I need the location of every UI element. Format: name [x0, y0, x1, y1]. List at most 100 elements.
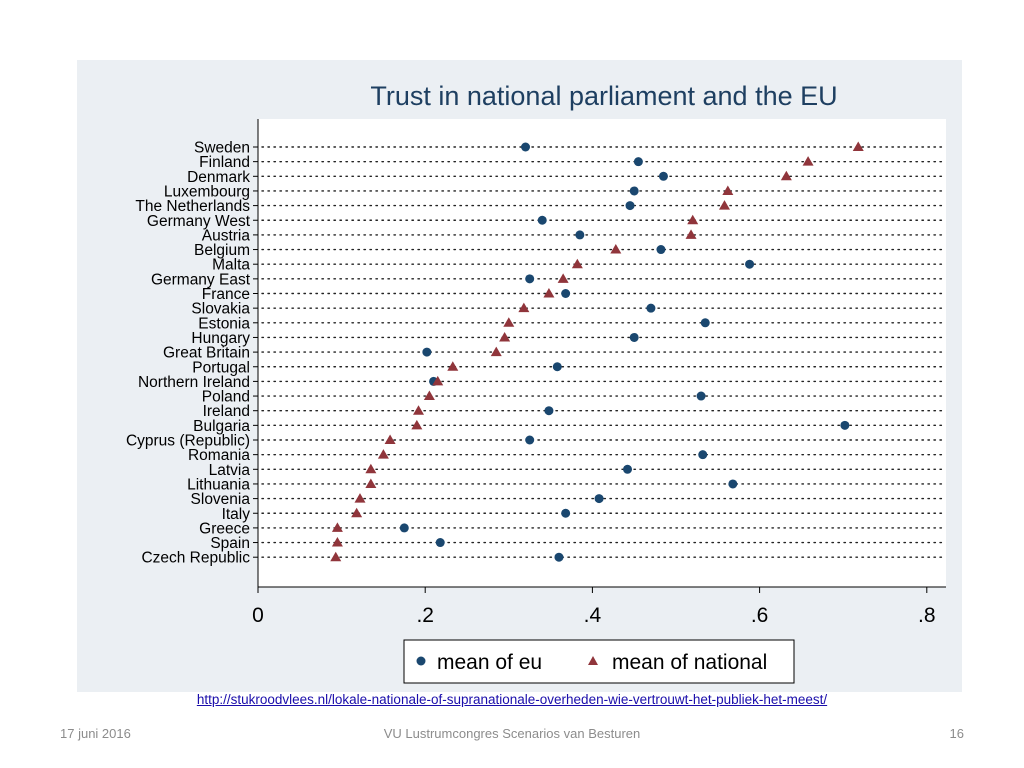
national-point	[557, 273, 569, 283]
country-label: Belgium	[194, 242, 250, 259]
national-point	[687, 214, 699, 225]
x-tick-label: .8	[918, 604, 936, 627]
eu-point	[658, 171, 668, 181]
data-marks	[330, 141, 864, 562]
country-label: Portugal	[192, 359, 250, 376]
country-label: Poland	[202, 389, 250, 406]
eu-point	[521, 142, 531, 152]
country-label: Latvia	[209, 462, 251, 479]
eu-point	[575, 230, 585, 240]
country-label: Slovenia	[191, 491, 251, 508]
country-label: Austria	[202, 227, 251, 244]
country-label: Estonia	[198, 315, 250, 332]
national-point	[354, 493, 366, 503]
x-tick-label: .6	[751, 604, 769, 627]
national-point	[432, 375, 444, 386]
national-point	[503, 317, 515, 327]
eu-point	[422, 347, 432, 357]
national-point	[802, 156, 814, 166]
country-label: Sweden	[194, 140, 250, 157]
country-label: The Netherlands	[135, 198, 250, 215]
x-tick-label: 0	[252, 604, 264, 627]
national-point	[518, 302, 530, 313]
country-label: Greece	[199, 520, 250, 537]
eu-point	[544, 406, 554, 416]
country-label: Northern Ireland	[138, 374, 250, 391]
country-label: Romania	[188, 447, 250, 464]
country-label: Luxembourg	[164, 183, 250, 200]
national-point	[365, 463, 377, 474]
country-label: Lithuania	[187, 476, 250, 493]
plot-area	[258, 119, 946, 587]
national-point	[365, 478, 377, 488]
legend: mean of eu mean of national	[403, 639, 795, 684]
x-tick-label: .2	[416, 604, 434, 627]
eu-point	[840, 420, 850, 430]
country-label: Germany West	[147, 213, 251, 230]
eu-point	[537, 215, 547, 225]
national-point	[351, 507, 363, 518]
eu-point	[561, 508, 571, 518]
eu-point	[629, 332, 639, 342]
national-point	[413, 405, 425, 415]
legend-box	[403, 639, 795, 684]
page-number: 16	[949, 726, 964, 741]
eu-point	[700, 318, 710, 328]
national-point	[571, 258, 583, 269]
footer-date: 17 juni 2016	[60, 726, 131, 741]
national-point	[331, 522, 343, 532]
eu-point	[696, 391, 706, 401]
country-label: Spain	[210, 535, 250, 552]
legend-national-marker	[588, 656, 598, 665]
country-label: Great Britain	[163, 345, 250, 362]
x-tick-label: .4	[584, 604, 602, 627]
eu-point	[646, 303, 656, 313]
eu-point	[625, 201, 635, 211]
country-label: Slovakia	[191, 301, 250, 318]
chart-title: Trust in national parliament and the EU	[370, 81, 837, 111]
national-point	[384, 434, 396, 444]
x-axis: 0 .2 .4 .6 .8	[252, 587, 936, 627]
legend-national-label: mean of national	[612, 651, 767, 674]
national-point	[543, 288, 555, 298]
footer-title: VU Lustrumcongres Scenarios van Besturen	[383, 726, 641, 741]
national-point	[490, 346, 502, 357]
national-point	[722, 185, 734, 195]
eu-point	[629, 186, 639, 196]
source-link[interactable]: http://stukroodvlees.nl/lokale-nationale…	[196, 692, 828, 707]
eu-point	[633, 157, 643, 167]
country-label: Ireland	[203, 403, 250, 420]
eu-point	[656, 245, 666, 255]
eu-point	[698, 450, 708, 460]
eu-point	[561, 289, 571, 298]
eu-point	[435, 538, 445, 548]
country-label: Malta	[212, 257, 250, 274]
eu-point	[525, 274, 535, 284]
eu-point	[728, 479, 738, 489]
eu-point	[552, 362, 562, 372]
eu-point	[554, 552, 564, 562]
national-point	[447, 361, 459, 371]
country-label: Denmark	[187, 169, 250, 186]
legend-eu-marker	[416, 656, 426, 666]
country-label: Czech Republic	[141, 550, 250, 567]
country-label: Cyprus (Republic)	[126, 433, 250, 450]
eu-point	[623, 464, 633, 474]
national-point	[330, 551, 342, 562]
country-label: Hungary	[191, 330, 250, 347]
country-label: Finland	[199, 154, 250, 171]
national-point	[852, 141, 864, 151]
eu-point	[399, 523, 409, 533]
national-point	[718, 200, 730, 210]
national-point	[780, 170, 792, 181]
national-point	[499, 331, 511, 342]
eu-point	[594, 494, 604, 504]
national-point	[331, 537, 343, 547]
national-point	[377, 449, 389, 459]
national-point	[610, 244, 622, 254]
country-label: France	[202, 286, 250, 303]
national-point	[411, 419, 423, 430]
country-label: Bulgaria	[193, 418, 250, 435]
